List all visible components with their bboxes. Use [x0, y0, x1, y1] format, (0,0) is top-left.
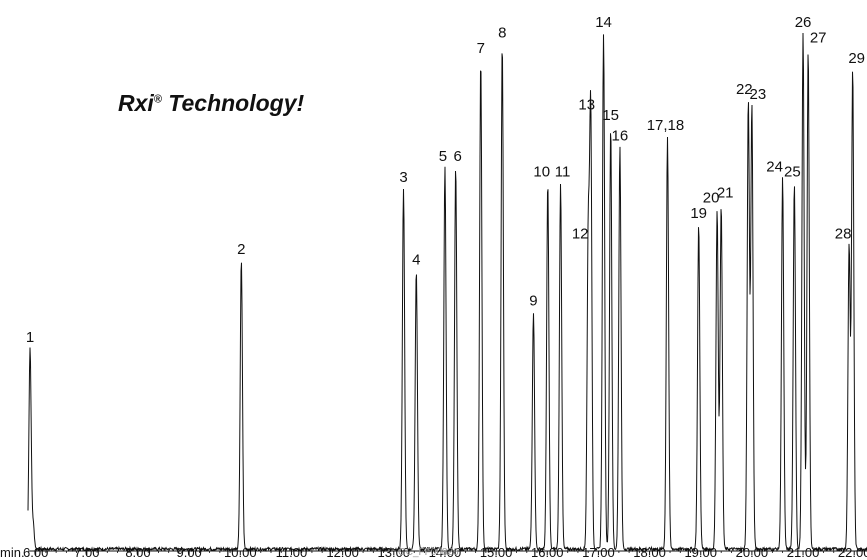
x-axis-unit-label: min.: [0, 545, 25, 560]
x-tick-label: 20.00: [736, 545, 769, 560]
peak-label: 14: [595, 14, 612, 31]
peak-label: 7: [477, 40, 485, 57]
peak-label: 5: [439, 148, 447, 165]
x-tick-label: 19.00: [684, 545, 717, 560]
peak-label: 15: [602, 107, 619, 124]
peak-label: 13: [578, 97, 595, 114]
x-tick-label: 9.00: [176, 545, 201, 560]
peak-label: 9: [529, 293, 537, 310]
peak-label: 27: [810, 29, 827, 46]
figure-id-watermark: GC_FF00826: [398, 547, 459, 558]
peak-label: 16: [612, 128, 629, 145]
peak-label: 12: [572, 226, 589, 243]
peak-label: 26: [795, 14, 812, 31]
x-tick-label: 17.00: [582, 545, 615, 560]
peak-label: 20: [703, 189, 720, 206]
title-word-rest: Technology!: [161, 90, 305, 116]
peak-label: 19: [690, 205, 707, 222]
peak-label: 21: [717, 184, 734, 201]
peak-label: 11: [555, 164, 571, 181]
peak-label: 17,18: [647, 117, 685, 134]
peak-label: 3: [399, 169, 407, 186]
x-tick-label: 21.00: [787, 545, 820, 560]
peak-label: 2: [237, 241, 245, 258]
peak-label: 28: [835, 226, 852, 243]
chart-title: Rxi® Technology!: [118, 90, 304, 117]
peak-label: 4: [412, 251, 420, 268]
peak-label: 10: [533, 164, 550, 181]
peak-label: 6: [454, 148, 462, 165]
peak-label: 23: [750, 86, 767, 103]
x-tick-label: 10.00: [224, 545, 257, 560]
x-tick-label: 22.00: [838, 545, 867, 560]
peak-label: 22: [736, 81, 753, 98]
registered-mark: ®: [153, 93, 162, 106]
x-tick-label: 16.00: [531, 545, 564, 560]
chromatogram-trace: [27, 32, 867, 553]
peak-label: 25: [784, 164, 801, 181]
peak-label: 24: [766, 158, 783, 175]
peak-label: 1: [26, 329, 34, 346]
x-tick-label: 7.00: [74, 545, 99, 560]
peak-label: 29: [848, 50, 865, 67]
peak-label: 8: [498, 24, 506, 41]
title-word-rxi: Rxi: [118, 90, 154, 116]
